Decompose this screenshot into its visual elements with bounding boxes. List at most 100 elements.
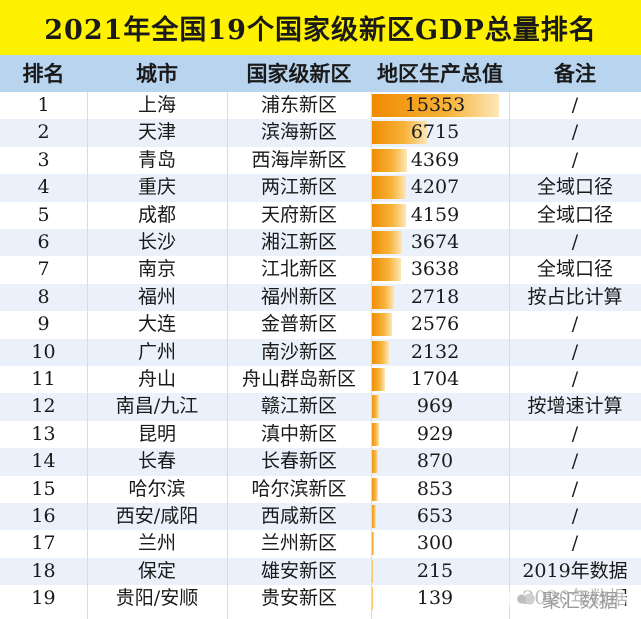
- city-cell: 成都: [137, 203, 176, 226]
- table-row: 1 上海 浦东新区 15353 /: [0, 92, 641, 119]
- gdp-value: 1704: [410, 368, 460, 390]
- city-cell: 南昌/九江: [115, 395, 199, 418]
- note-cell: /: [571, 422, 579, 445]
- city-cell: 长春: [137, 450, 176, 473]
- table-row: 16 西安/咸阳 西咸新区 653 /: [0, 503, 641, 531]
- city-cell: 昆明: [137, 422, 176, 445]
- district-cell: 滇中新区: [260, 422, 337, 445]
- gdp-bar: [371, 559, 373, 583]
- district-cell: 天府新区: [260, 203, 337, 226]
- table-row: 3 青岛 西海岸新区 4369 /: [0, 147, 641, 174]
- gdp-bar: [371, 340, 389, 364]
- table-row: 10 广州 南沙新区 2132 /: [0, 338, 641, 366]
- table-row: 15 哈尔滨 哈尔滨新区 853 /: [0, 476, 641, 503]
- gdp-value: 853: [416, 477, 454, 500]
- gdp-bar: [371, 258, 402, 282]
- rank-cell: 7: [37, 258, 50, 281]
- gdp-bar: [371, 395, 380, 419]
- gdp-value: 6715: [410, 121, 460, 144]
- gdp-value: 139: [416, 587, 454, 610]
- table-header: 排名 城市 国家级新区 地区生产总值 备注: [0, 55, 641, 92]
- rank-cell: 11: [31, 368, 56, 390]
- note-cell: /: [571, 313, 579, 336]
- gdp-value: 300: [416, 532, 454, 555]
- note-cell: /: [571, 505, 579, 527]
- gdp-value: 4207: [410, 176, 460, 199]
- rank-cell: 16: [31, 505, 56, 527]
- gdp-value: 2132: [410, 340, 460, 363]
- gdp-value: 3674: [410, 231, 460, 253]
- note-cell: /: [571, 450, 579, 473]
- city-cell: 舟山: [137, 368, 176, 390]
- rank-cell: 12: [31, 395, 56, 418]
- district-cell: 兰州新区: [260, 532, 337, 555]
- city-cell: 兰州: [137, 532, 176, 555]
- rank-cell: 3: [37, 148, 50, 171]
- city-cell: 青岛: [137, 148, 176, 171]
- note-cell: 按增速计算: [527, 395, 623, 418]
- table-row: 2 天津 滨海新区 6715 /: [0, 119, 641, 147]
- district-cell: 两江新区: [260, 176, 337, 199]
- district-cell: 浦东新区: [260, 94, 337, 116]
- gdp-bar: [371, 450, 379, 474]
- gdp-value: 969: [416, 395, 454, 418]
- watermark: 聚汇数据: [508, 586, 627, 612]
- gdp-value: 2718: [410, 285, 460, 308]
- rank-cell: 4: [37, 176, 50, 199]
- column-divider: [509, 92, 510, 619]
- rank-cell: 9: [37, 313, 50, 336]
- column-divider: [87, 92, 88, 619]
- gdp-bar: [371, 203, 406, 227]
- gdp-value: 215: [416, 559, 454, 582]
- header-gdp: 地区生产总值: [377, 61, 503, 86]
- city-cell: 哈尔滨: [128, 477, 186, 500]
- header-rank: 排名: [22, 61, 65, 86]
- city-cell: 贵阳/安顺: [115, 587, 199, 610]
- district-cell: 滨海新区: [260, 121, 337, 144]
- rank-cell: 10: [31, 340, 56, 363]
- table-row: 11 舟山 舟山群岛新区 1704 /: [0, 366, 641, 393]
- rank-cell: 1: [37, 94, 50, 116]
- table-row: 6 长沙 湘江新区 3674 /: [0, 229, 641, 257]
- table-row: 4 重庆 两江新区 4207 全域口径: [0, 174, 641, 202]
- note-cell: 按占比计算: [527, 285, 623, 308]
- rank-cell: 2: [37, 121, 50, 144]
- rank-cell: 19: [31, 587, 56, 610]
- page-title: 2021年全国19个国家级新区GDP总量排名: [0, 0, 641, 55]
- gdp-bar: [371, 505, 377, 528]
- header-city: 城市: [136, 61, 178, 86]
- district-cell: 南沙新区: [260, 340, 337, 363]
- note-cell: /: [571, 94, 579, 116]
- gdp-bar: [371, 368, 386, 391]
- table-row: 9 大连 金普新区 2576 /: [0, 311, 641, 338]
- city-cell: 上海: [137, 94, 176, 116]
- note-cell: /: [571, 148, 579, 171]
- gdp-bar: [371, 587, 373, 611]
- gdp-value: 15353: [404, 94, 466, 116]
- gdp-bar: [371, 94, 499, 117]
- district-cell: 西海岸新区: [251, 148, 347, 171]
- rank-cell: 18: [31, 559, 56, 582]
- column-divider: [371, 92, 372, 619]
- gdp-bar: [371, 422, 379, 446]
- district-cell: 长春新区: [260, 450, 337, 473]
- gdp-value: 4159: [410, 203, 460, 226]
- gdp-value: 3638: [410, 258, 460, 281]
- table-row: 17 兰州 兰州新区 300 /: [0, 530, 641, 557]
- rank-cell: 6: [37, 231, 50, 253]
- gdp-bar: [371, 231, 402, 254]
- rank-cell: 5: [37, 203, 50, 226]
- note-cell: 全域口径: [536, 203, 613, 226]
- district-cell: 金普新区: [260, 313, 337, 336]
- rank-cell: 13: [31, 422, 56, 445]
- city-cell: 南京: [137, 258, 176, 281]
- cloud-logo-icon: [514, 591, 536, 607]
- header-note: 备注: [554, 61, 596, 86]
- city-cell: 西安/咸阳: [115, 505, 199, 527]
- note-cell: 全域口径: [536, 258, 613, 281]
- district-cell: 雄安新区: [260, 559, 337, 582]
- header-district: 国家级新区: [246, 61, 352, 86]
- gdp-bar: [371, 121, 427, 145]
- rank-cell: 15: [31, 477, 56, 500]
- note-cell: /: [571, 121, 579, 144]
